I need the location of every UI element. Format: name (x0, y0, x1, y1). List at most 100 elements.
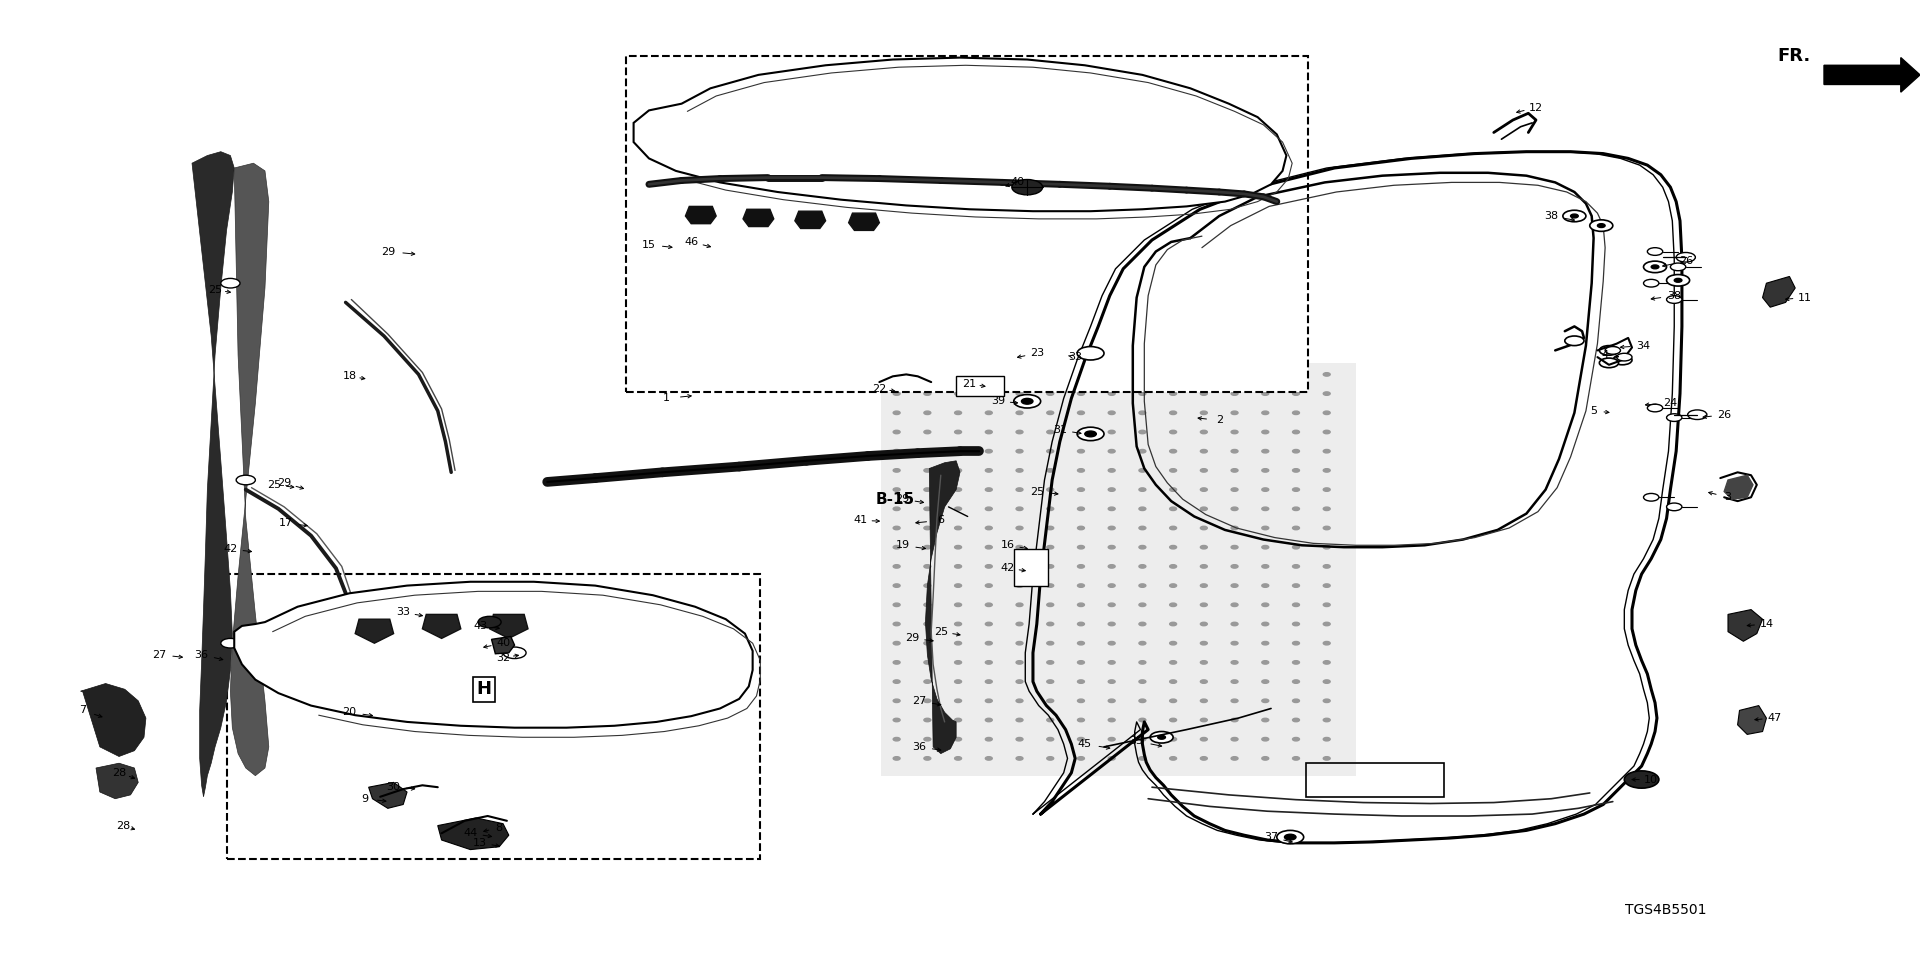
Circle shape (1231, 526, 1238, 530)
Bar (1306, 763, 1444, 797)
Circle shape (1169, 622, 1177, 626)
Circle shape (1599, 358, 1619, 368)
Text: 17: 17 (278, 518, 294, 528)
Polygon shape (369, 782, 407, 808)
Circle shape (1077, 660, 1085, 664)
Circle shape (1046, 545, 1054, 549)
Circle shape (1139, 564, 1146, 568)
Circle shape (893, 545, 900, 549)
Circle shape (1046, 449, 1054, 453)
Circle shape (1169, 430, 1177, 434)
Text: 26: 26 (1716, 410, 1732, 420)
Circle shape (1108, 411, 1116, 415)
Circle shape (1644, 279, 1659, 287)
Circle shape (1108, 718, 1116, 722)
Circle shape (985, 737, 993, 741)
Circle shape (1046, 603, 1054, 607)
Circle shape (1231, 507, 1238, 511)
Polygon shape (634, 58, 1286, 211)
Circle shape (1231, 584, 1238, 588)
Circle shape (1231, 372, 1238, 376)
Circle shape (1077, 641, 1085, 645)
Text: 29: 29 (380, 247, 396, 256)
Circle shape (1323, 699, 1331, 703)
Circle shape (1077, 680, 1085, 684)
Circle shape (1016, 372, 1023, 376)
Circle shape (924, 564, 931, 568)
Circle shape (924, 372, 931, 376)
Polygon shape (925, 461, 960, 754)
Circle shape (1046, 756, 1054, 760)
Circle shape (893, 584, 900, 588)
Circle shape (1323, 641, 1331, 645)
Circle shape (1169, 449, 1177, 453)
Circle shape (1644, 261, 1667, 273)
Circle shape (1674, 278, 1682, 282)
Circle shape (985, 641, 993, 645)
Circle shape (1323, 526, 1331, 530)
Circle shape (1016, 680, 1023, 684)
Circle shape (1169, 641, 1177, 645)
Circle shape (893, 468, 900, 472)
Circle shape (1200, 737, 1208, 741)
Text: 25: 25 (1029, 487, 1044, 496)
Circle shape (1200, 660, 1208, 664)
Text: H: H (476, 681, 492, 698)
Text: 38: 38 (1667, 291, 1682, 300)
Circle shape (1231, 718, 1238, 722)
Circle shape (1261, 488, 1269, 492)
Text: 33: 33 (1068, 352, 1083, 362)
Circle shape (1139, 756, 1146, 760)
Circle shape (1139, 545, 1146, 549)
Circle shape (1169, 603, 1177, 607)
Polygon shape (192, 152, 234, 797)
Circle shape (954, 449, 962, 453)
Circle shape (1046, 564, 1054, 568)
Circle shape (1323, 718, 1331, 722)
Circle shape (954, 603, 962, 607)
Circle shape (1016, 699, 1023, 703)
Circle shape (893, 718, 900, 722)
Circle shape (1077, 347, 1104, 360)
Circle shape (1231, 622, 1238, 626)
Circle shape (1292, 660, 1300, 664)
Circle shape (924, 545, 931, 549)
Text: 39: 39 (991, 396, 1006, 406)
Circle shape (1323, 392, 1331, 396)
Circle shape (1016, 756, 1023, 760)
Circle shape (1200, 507, 1208, 511)
Circle shape (1292, 756, 1300, 760)
Circle shape (1108, 392, 1116, 396)
Circle shape (1571, 214, 1578, 218)
Circle shape (1012, 180, 1043, 195)
Circle shape (1046, 737, 1054, 741)
Circle shape (1292, 564, 1300, 568)
Circle shape (1231, 411, 1238, 415)
Text: 40: 40 (1010, 178, 1025, 187)
Text: 6: 6 (937, 516, 945, 525)
Circle shape (1016, 430, 1023, 434)
Circle shape (1077, 756, 1085, 760)
Circle shape (1169, 680, 1177, 684)
Circle shape (1200, 545, 1208, 549)
Circle shape (1108, 372, 1116, 376)
Circle shape (1169, 411, 1177, 415)
Circle shape (1231, 545, 1238, 549)
Polygon shape (1738, 706, 1766, 734)
Circle shape (893, 411, 900, 415)
Circle shape (1169, 660, 1177, 664)
Circle shape (1139, 392, 1146, 396)
Circle shape (985, 564, 993, 568)
Circle shape (1323, 545, 1331, 549)
Circle shape (1016, 603, 1023, 607)
Circle shape (1077, 488, 1085, 492)
Circle shape (1046, 699, 1054, 703)
Circle shape (1231, 564, 1238, 568)
Circle shape (985, 660, 993, 664)
Circle shape (1077, 430, 1085, 434)
Circle shape (1292, 430, 1300, 434)
Circle shape (985, 545, 993, 549)
Circle shape (1016, 737, 1023, 741)
Circle shape (1108, 545, 1116, 549)
Circle shape (1323, 680, 1331, 684)
